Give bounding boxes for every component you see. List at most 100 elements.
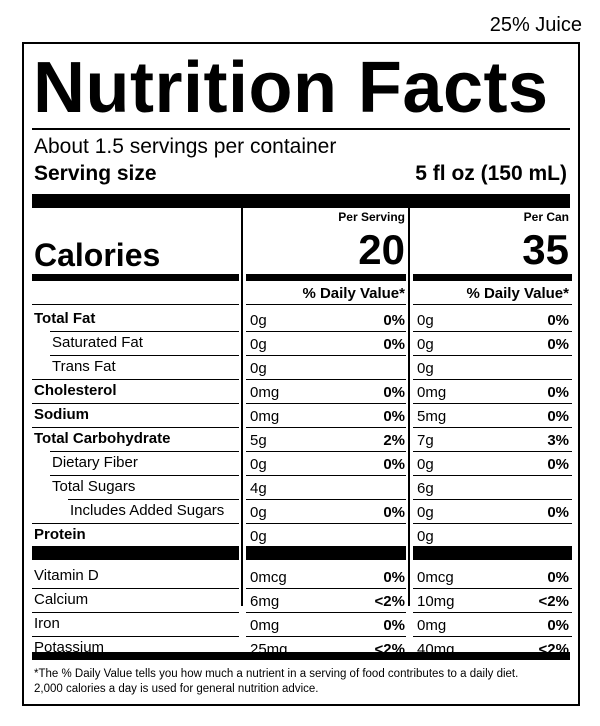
row-1-rule-name <box>50 355 239 356</box>
amount-per-serving: 0g <box>250 312 267 329</box>
thick-rule-bottom <box>32 652 570 660</box>
amount-per-serving: 5g <box>250 432 267 449</box>
thick-rule-vitamins-serving <box>246 546 406 560</box>
row-6-rule-name <box>50 475 239 476</box>
servings-per-container: About 1.5 servings per container <box>34 135 337 158</box>
amount-per-can: 10mg <box>417 593 455 610</box>
thick-rule-vitamins-can <box>413 546 572 560</box>
footnote: *The % Daily Value tells you how much a … <box>34 667 574 697</box>
column-divider-left <box>241 208 243 606</box>
amount-per-can: 0mg <box>417 617 447 634</box>
daily-value-per-can: 0% <box>547 312 569 329</box>
daily-value-per-can: 0% <box>547 384 569 401</box>
calories-rule-can <box>413 274 572 281</box>
daily-value-heading-serving: % Daily Value* <box>302 285 405 302</box>
row-3-rule-serving <box>246 403 406 404</box>
per-can-heading: Per Can <box>523 210 569 224</box>
daily-value-per-can: 0% <box>547 504 569 521</box>
row-4-rule-serving <box>246 427 406 428</box>
dv-heading-rule-serving <box>246 304 406 305</box>
row-1-rule-serving <box>246 355 406 356</box>
nutrient-name: Protein <box>34 526 86 543</box>
row-1-rule-can <box>413 355 572 356</box>
row-4-rule-name <box>32 427 239 428</box>
amount-per-serving: 0mg <box>250 384 280 401</box>
amount-per-serving: 6mg <box>250 593 280 610</box>
nutrition-facts-label: Nutrition Facts About 1.5 servings per c… <box>22 42 580 706</box>
vit-row-1-rule-can <box>413 612 572 613</box>
calories-per-serving: 20 <box>358 226 405 273</box>
nutrient-row-iron: Iron 0mg 0% 0mg 0% <box>24 612 578 636</box>
amount-per-serving: 0g <box>250 504 267 521</box>
vit-row-0-rule-serving <box>246 588 406 589</box>
daily-value-per-can: <2% <box>538 593 569 610</box>
nutrient-name: Total Fat <box>34 310 96 327</box>
amount-per-serving: 0mg <box>250 617 280 634</box>
row-2-rule-name <box>32 379 239 380</box>
vit-row-0-rule-name <box>32 588 239 589</box>
vit-row-1-rule-name <box>32 612 239 613</box>
nutrient-row-protein: Protein 0g 0g <box>24 523 578 547</box>
vit-row-0-rule-can <box>413 588 572 589</box>
daily-value-per-can: 0% <box>547 408 569 425</box>
nutrient-row-total-carbohydrate: Total Carbohydrate 5g 2% 7g 3% <box>24 427 578 451</box>
daily-value-per-serving: 0% <box>383 336 405 353</box>
daily-value-per-can: 0% <box>547 617 569 634</box>
row-7-rule-can <box>413 499 572 500</box>
row-0-rule-can <box>413 331 572 332</box>
nutrient-name: Calcium <box>34 591 89 608</box>
daily-value-per-serving: 0% <box>383 312 405 329</box>
row-8-rule-serving <box>246 523 406 524</box>
title-rule <box>32 128 570 130</box>
daily-value-per-serving: 0% <box>383 408 405 425</box>
row-5-rule-name <box>50 451 239 452</box>
row-3-rule-can <box>413 403 572 404</box>
nutrient-row-calcium: Calcium 6mg <2% 10mg <2% <box>24 588 578 612</box>
amount-per-can: 7g <box>417 432 434 449</box>
amount-per-can: 0g <box>417 336 434 353</box>
serving-size-label: Serving size <box>34 162 157 185</box>
thick-rule-top <box>32 194 570 208</box>
nutrient-row-dietary-fiber: Dietary Fiber 0g 0% 0g 0% <box>24 451 578 475</box>
footnote-line-2: 2,000 calories a day is used for general… <box>34 683 319 695</box>
vit-row-2-rule-name <box>32 636 239 637</box>
label-title: Nutrition Facts <box>33 48 549 128</box>
nutrient-row-trans-fat: Trans Fat 0g 0g <box>24 355 578 379</box>
nutrient-row-cholesterol: Cholesterol 0mg 0% 0mg 0% <box>24 379 578 403</box>
nutrient-name: Iron <box>34 615 60 632</box>
amount-per-can: 0mg <box>417 384 447 401</box>
daily-value-per-serving: 0% <box>383 384 405 401</box>
daily-value-per-serving: 0% <box>383 569 405 586</box>
amount-per-can: 5mg <box>417 408 447 425</box>
daily-value-per-can: 0% <box>547 456 569 473</box>
daily-value-per-can: 3% <box>547 432 569 449</box>
nutrient-row-sodium: Sodium 0mg 0% 5mg 0% <box>24 403 578 427</box>
nutrient-name: Total Sugars <box>52 478 136 495</box>
thick-rule-vitamins <box>32 546 239 560</box>
row-0-rule-serving <box>246 331 406 332</box>
row-2-rule-can <box>413 379 572 380</box>
amount-per-can: 0mcg <box>417 569 454 586</box>
row-6-rule-can <box>413 475 572 476</box>
amount-per-can: 0g <box>417 456 434 473</box>
row-5-rule-can <box>413 451 572 452</box>
nutrient-row-includes-added-sugars: Includes Added Sugars 0g 0% 0g 0% <box>24 499 578 523</box>
amount-per-can: 6g <box>417 480 434 497</box>
amount-per-serving: 0g <box>250 360 267 377</box>
vit-row-1-rule-serving <box>246 612 406 613</box>
row-8-rule-name <box>32 523 239 524</box>
per-serving-heading: Per Serving <box>338 210 405 224</box>
nutrient-row-saturated-fat: Saturated Fat 0g 0% 0g 0% <box>24 331 578 355</box>
amount-per-serving: 0mcg <box>250 569 287 586</box>
footnote-line-1: *The % Daily Value tells you how much a … <box>34 668 519 680</box>
juice-percentage-note: 25% Juice <box>489 14 582 36</box>
amount-per-serving: 0g <box>250 336 267 353</box>
nutrient-name: Cholesterol <box>34 382 117 399</box>
serving-size-value: 5 fl oz (150 mL) <box>415 162 567 185</box>
nutrient-row-total-sugars: Total Sugars 4g 6g <box>24 475 578 499</box>
nutrient-name: Potassium <box>34 639 105 656</box>
row-8-rule-can <box>413 523 572 524</box>
amount-per-can: 0g <box>417 360 434 377</box>
daily-value-per-can: 0% <box>547 569 569 586</box>
row-4-rule-can <box>413 427 572 428</box>
